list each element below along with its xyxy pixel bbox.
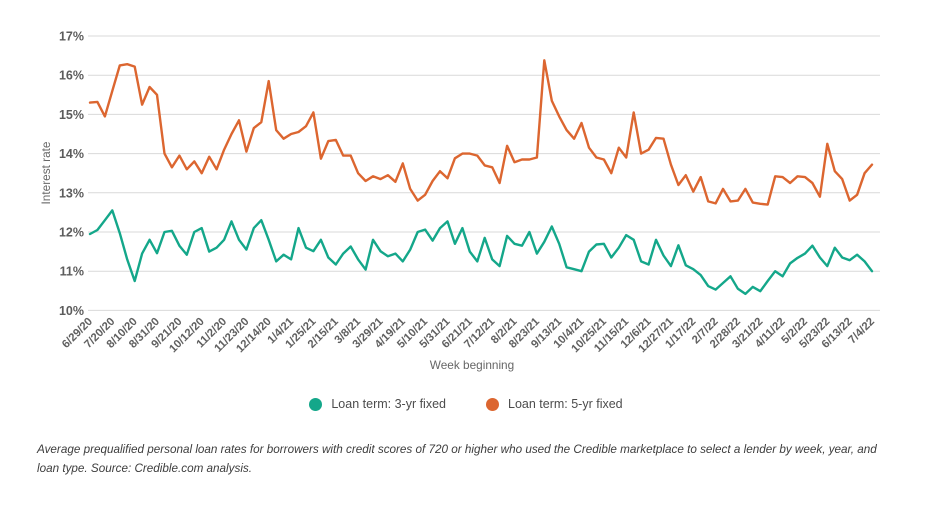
y-axis-title: Interest rate <box>39 141 53 204</box>
chart-legend: Loan term: 3-yr fixed Loan term: 5-yr fi… <box>0 397 932 411</box>
y-tick-label: 13% <box>59 186 84 200</box>
x-axis-tick-labels: 6/29/207/20/208/10/208/31/209/21/2010/12… <box>60 316 877 356</box>
y-tick-label: 12% <box>59 226 84 240</box>
y-tick-label: 16% <box>59 69 84 83</box>
series-layer <box>88 59 874 296</box>
y-tick-label: 15% <box>59 108 84 122</box>
chart-caption: Average prequalified personal loan rates… <box>37 443 877 475</box>
x-tick-label: 7/4/22 <box>846 316 877 347</box>
legend-label-5yr: Loan term: 5-yr fixed <box>508 397 623 411</box>
legend-dot-3yr-icon <box>309 397 323 411</box>
legend-dot-5yr-icon <box>486 397 499 411</box>
grid-layer: 17% 16% 15% 14% 13% 12% 11% 10% <box>59 30 880 318</box>
loan-rates-chart: 17% 16% 15% 14% 13% 12% 11% 10% 6/29/207/20/208… <box>39 30 880 372</box>
legend-item-3yr: Loan term: 3-yr fixed <box>309 397 446 411</box>
legend-item-5yr: Loan term: 5-yr fixed <box>486 397 623 411</box>
y-tick-label: 10% <box>59 304 84 318</box>
y-tick-label: 11% <box>60 265 84 279</box>
series-line-5yr <box>88 59 874 206</box>
legend-label-3yr: Loan term: 3-yr fixed <box>331 397 446 411</box>
y-tick-label: 14% <box>59 147 84 161</box>
x-axis-title: Week beginning <box>430 358 514 372</box>
series-line-3yr <box>88 209 874 296</box>
y-tick-label: 17% <box>59 30 84 44</box>
